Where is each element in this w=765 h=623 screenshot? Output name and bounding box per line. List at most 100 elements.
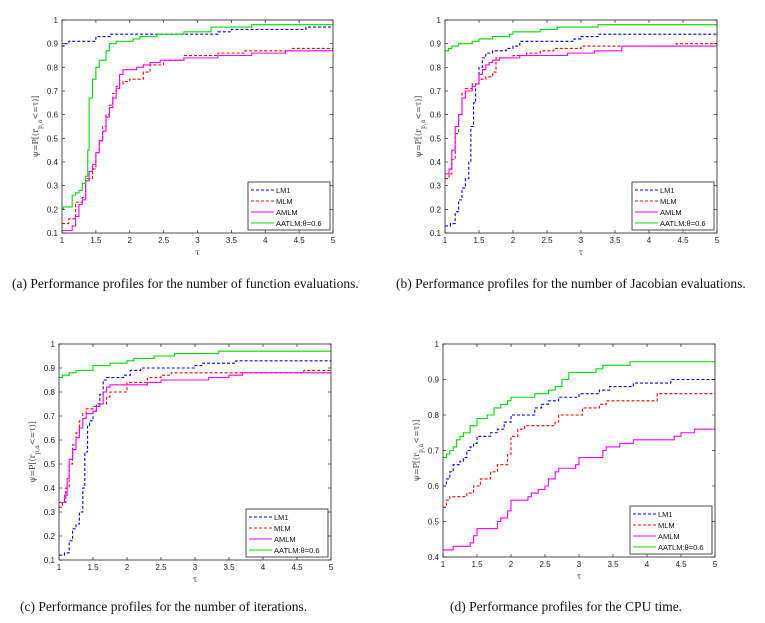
series-lm1 <box>445 33 717 227</box>
y-tick-label: 0.9 <box>44 364 56 373</box>
x-tick-label: 3 <box>577 560 582 569</box>
x-tick-label: 4.5 <box>677 236 689 245</box>
x-tick-label: 1 <box>441 560 446 569</box>
legend-label: MLM <box>660 197 677 206</box>
x-tick-label: 3 <box>193 563 198 572</box>
legend-label: LM1 <box>658 510 673 519</box>
chart-c: 1 1.5 2 2.5 3 3.5 4 4.5 5 0.1 0.2 0.3 0.4 0.5 0.6 0.7 0.… <box>28 340 334 584</box>
legend-label: AATLM:θ=0.6 <box>660 219 706 228</box>
y-tick-label: 0.2 <box>47 205 59 214</box>
x-tick-label: 1 <box>443 236 448 245</box>
legend-label: AATLM:θ=0.6 <box>658 543 704 552</box>
x-tick-label: 2 <box>128 236 133 245</box>
x-tick-label: 2 <box>509 560 514 569</box>
x-tick-label: 1 <box>57 563 62 572</box>
y-tick-label: 0.5 <box>47 134 59 143</box>
x-tick-label: 2.5 <box>539 560 551 569</box>
series-aatlm06 <box>443 361 715 459</box>
y-tick-label: 0.4 <box>430 158 442 167</box>
x-tick-label: 3 <box>195 236 200 245</box>
y-tick-label: 0.8 <box>44 388 56 397</box>
x-tick-label: 1.5 <box>473 236 485 245</box>
x-axis-label: τ <box>579 248 584 257</box>
x-axis-label: τ <box>577 572 582 581</box>
x-tick-label: 1.5 <box>87 563 99 572</box>
series-lm1 <box>443 378 715 487</box>
series-mlm <box>443 390 715 508</box>
x-tick-label: 5 <box>331 236 336 245</box>
y-axis-label: ψ=P[(rp,a<=τ)] <box>414 96 427 158</box>
y-tick-label: 0.3 <box>430 182 442 191</box>
y-tick-label: 0.9 <box>430 40 442 49</box>
x-tick-label: 3.5 <box>223 563 235 572</box>
y-tick-label: 0.5 <box>428 518 440 527</box>
series-amlm <box>62 50 333 232</box>
y-tick-label: 0.1 <box>430 229 442 238</box>
plot-area <box>59 350 331 556</box>
series-aatlm06 <box>445 24 717 52</box>
y-tick-label: 1 <box>54 16 59 25</box>
y-tick-label: 0.5 <box>44 460 56 469</box>
y-tick-label: 0.8 <box>430 63 442 72</box>
y-tick-label: 0.2 <box>430 205 442 214</box>
legend-label: LM1 <box>660 186 675 195</box>
plot-area <box>445 24 717 227</box>
legend-label: AATLM:θ=0.6 <box>274 546 320 555</box>
y-tick-label: 0.7 <box>428 447 440 456</box>
chart-a: 1 1.5 2 2.5 3 3.5 4 4.5 5 0.1 0.2 0.3 0.4 0.5 0.6 0.7 0.… <box>31 16 336 257</box>
y-tick-label: 0.5 <box>430 134 442 143</box>
series-aatlm06 <box>62 24 333 210</box>
legend-label: MLM <box>658 521 675 530</box>
x-tick-label: 2 <box>511 236 516 245</box>
series-aatlm06 <box>59 350 331 379</box>
y-tick-label: 0.4 <box>47 158 59 167</box>
series-mlm <box>62 47 333 225</box>
x-tick-label: 2.5 <box>158 236 170 245</box>
x-tick-label: 5 <box>715 236 720 245</box>
x-tick-label: 3.5 <box>226 236 238 245</box>
x-tick-label: 4.5 <box>675 560 687 569</box>
plot-area <box>62 24 333 232</box>
legend: LM1 MLM AMLM AATLM:θ=0.6 <box>247 181 331 231</box>
y-tick-label: 0.2 <box>44 532 56 541</box>
caption-b: (b) Performance profiles for the number … <box>396 276 746 291</box>
legend-label: AMLM <box>274 535 296 544</box>
series-amlm <box>59 372 331 503</box>
y-axis-label: ψ=P[(rp,a<=τ)] <box>28 421 41 483</box>
x-tick-label: 5 <box>329 563 334 572</box>
y-tick-label: 0.8 <box>47 63 59 72</box>
x-tick-label: 2.5 <box>155 563 167 572</box>
x-tick-label: 1 <box>60 236 65 245</box>
x-tick-label: 3.5 <box>607 560 619 569</box>
series-mlm <box>59 369 331 508</box>
x-tick-label: 4.5 <box>294 236 306 245</box>
y-tick-label: 0.9 <box>47 40 59 49</box>
x-tick-label: 1.5 <box>471 560 483 569</box>
y-tick-label: 0.6 <box>44 436 56 445</box>
x-tick-label: 1.5 <box>90 236 102 245</box>
y-tick-label: 0.6 <box>430 111 442 120</box>
y-tick-label: 0.7 <box>44 412 56 421</box>
chart-b: 1 1.5 2 2.5 3 3.5 4 4.5 5 0.1 0.2 0.3 0.4 0.5 0.6 0.7 0.… <box>414 16 720 257</box>
legend-label: MLM <box>276 197 293 206</box>
legend-label: LM1 <box>276 186 291 195</box>
legend-label: AMLM <box>660 208 682 217</box>
y-tick-label: 0.6 <box>47 111 59 120</box>
legend-label: AATLM:θ=0.6 <box>276 219 322 228</box>
legend-label: LM1 <box>274 513 289 522</box>
legend: LM1 MLM AMLM AATLM:θ=0.6 <box>629 505 713 555</box>
x-tick-label: 2 <box>125 563 130 572</box>
plot-area <box>443 361 715 551</box>
y-tick-label: 0.9 <box>428 376 440 385</box>
caption-d: (d) Performance profiles for the CPU tim… <box>450 599 683 614</box>
series-lm1 <box>62 26 333 47</box>
y-tick-label: 0.6 <box>428 482 440 491</box>
y-tick-label: 0.1 <box>44 556 56 565</box>
y-axis-label: ψ=P[(rp,a<=τ)] <box>31 96 44 158</box>
legend-label: AMLM <box>276 208 298 217</box>
x-axis-label: τ <box>195 248 200 257</box>
x-tick-label: 2.5 <box>541 236 553 245</box>
caption-a: (a) Performance profiles for the number … <box>12 276 359 291</box>
y-tick-label: 1 <box>435 340 440 349</box>
legend-label: MLM <box>274 524 291 533</box>
